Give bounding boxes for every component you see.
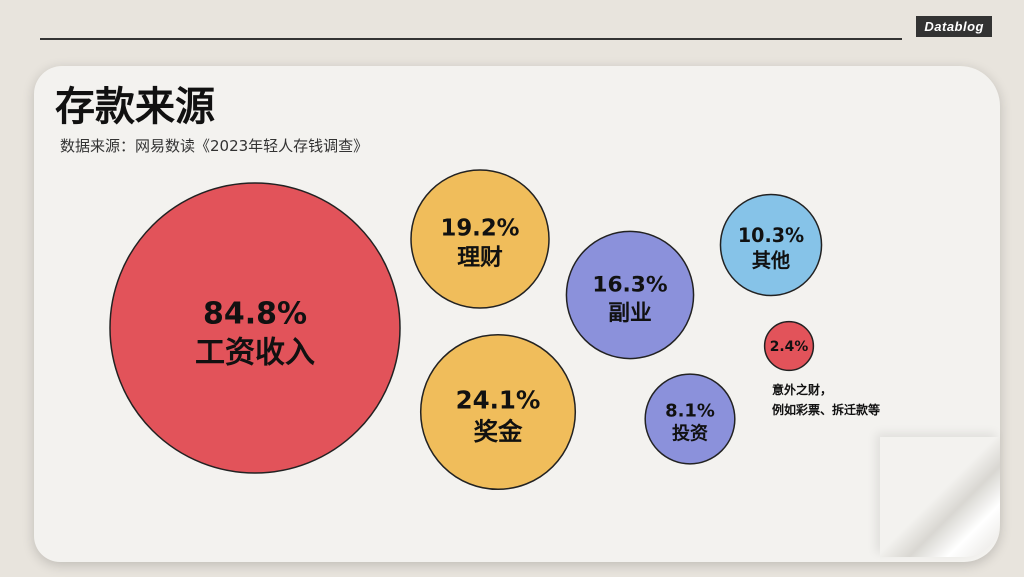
bubble-value-label-0: 84.8% — [203, 297, 307, 332]
top-rule — [40, 38, 902, 40]
note-windfall: 意外之财， 例如彩票、拆迁款等 — [772, 380, 880, 420]
bubble-2 — [419, 333, 577, 491]
bubble-category-label-0: 工资收入 — [195, 336, 315, 371]
chart-subtitle: 数据来源：网易数读《2023年轻人存钱调查》 — [60, 137, 369, 155]
bubble-1 — [410, 169, 550, 309]
bubble-0 — [109, 182, 401, 474]
bubble-3 — [565, 230, 695, 360]
note-line-1: 意外之财， — [772, 383, 833, 397]
page-curl — [880, 437, 1000, 557]
bubble-category-label-5: 其他 — [752, 249, 790, 272]
bubble-value-label-2: 24.1% — [456, 385, 541, 414]
bubble-value-label-4: 8.1% — [665, 400, 715, 421]
bubble-value-label-3: 16.3% — [592, 273, 668, 298]
bubble-value-label-6: 2.4% — [770, 339, 809, 355]
bubble-value-label-1: 19.2% — [440, 216, 519, 242]
bubble-4 — [644, 373, 736, 465]
bubble-category-label-4: 投资 — [672, 423, 708, 445]
bubble-category-label-3: 副业 — [608, 301, 651, 326]
brand-badge: Datablog — [916, 16, 992, 37]
bubble-6 — [763, 320, 815, 372]
chart-title: 存款来源 — [55, 84, 215, 130]
bubble-5 — [719, 193, 823, 297]
bubble-category-label-1: 理财 — [457, 245, 503, 271]
bubble-value-label-5: 10.3% — [738, 224, 804, 247]
note-line-2: 例如彩票、拆迁款等 — [772, 403, 881, 417]
bubble-category-label-2: 奖金 — [474, 417, 523, 446]
